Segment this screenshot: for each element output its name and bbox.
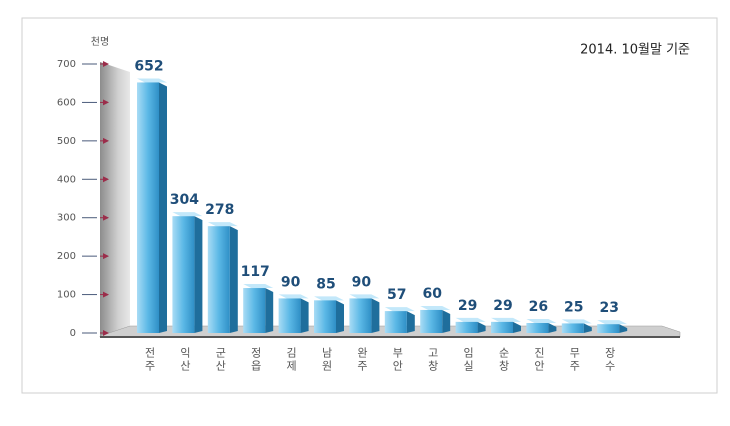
x-tick-label: 완주 — [355, 347, 368, 373]
bar-top — [420, 305, 451, 310]
y-tick-label: 400 — [57, 174, 76, 185]
value-label: 117 — [241, 264, 270, 280]
bar — [349, 298, 372, 333]
bar-top — [207, 222, 238, 227]
bar-top — [491, 317, 521, 322]
x-tick-label: 장수 — [603, 347, 616, 373]
value-label: 90 — [352, 274, 372, 290]
value-label: 25 — [564, 299, 583, 315]
bar — [314, 300, 336, 333]
bar — [384, 311, 407, 333]
y-tick-label: 700 — [57, 59, 76, 70]
bar-top — [137, 78, 167, 83]
bar-side — [159, 82, 167, 334]
value-label: 90 — [281, 274, 301, 290]
bar-side — [619, 324, 628, 333]
value-label: 85 — [316, 276, 335, 292]
bar — [278, 298, 301, 333]
bar-side — [442, 309, 451, 333]
value-label: 278 — [205, 202, 234, 218]
bar-side — [513, 321, 521, 333]
bar — [561, 323, 584, 333]
back-wall — [100, 62, 130, 336]
bar-side — [477, 321, 486, 333]
annotation: 2014. 10월말 기준 — [580, 43, 690, 58]
value-label: 304 — [170, 192, 199, 208]
y-tick-label: 300 — [57, 213, 76, 224]
x-tick-label: 김제 — [285, 347, 298, 373]
bar-side — [583, 323, 592, 333]
bar-side — [371, 298, 380, 333]
bar-top — [314, 296, 344, 301]
y-tick-label: 200 — [57, 251, 76, 262]
x-tick-label: 군산 — [214, 347, 227, 373]
bar-side — [336, 300, 344, 333]
bar-side — [406, 311, 415, 333]
x-tick-label: 전주 — [143, 347, 156, 373]
x-tick-label: 남원 — [320, 347, 333, 373]
x-tick-label: 임실 — [462, 347, 475, 373]
bar-top — [278, 294, 309, 299]
bar — [172, 216, 195, 333]
bar-top — [561, 319, 592, 324]
bar-top — [597, 320, 628, 325]
x-tick-label: 정읍 — [249, 347, 262, 373]
y-tick-label: 100 — [57, 290, 76, 301]
value-label: 57 — [387, 287, 406, 303]
value-label: 26 — [529, 299, 548, 315]
value-label: 29 — [493, 298, 512, 314]
bar-top — [243, 284, 274, 289]
bar-side — [265, 288, 274, 333]
x-tick-label: 고창 — [426, 347, 439, 373]
bar — [491, 321, 513, 333]
y-tick-label: 600 — [57, 97, 76, 108]
x-tick-label: 진안 — [532, 347, 545, 373]
bar-top — [384, 307, 415, 312]
bar-top — [526, 319, 557, 324]
value-label: 23 — [599, 300, 618, 316]
y-tick-label: 500 — [57, 136, 76, 147]
bar — [420, 309, 443, 333]
x-tick-label: 순창 — [497, 347, 510, 373]
bar — [597, 324, 620, 333]
bar — [243, 288, 266, 333]
bar-side — [300, 298, 309, 333]
bar-side — [194, 216, 203, 333]
bar — [207, 226, 230, 333]
bar — [137, 82, 159, 334]
bar-top — [172, 212, 203, 217]
bar — [455, 321, 478, 333]
value-label: 29 — [458, 298, 477, 314]
floor-edge — [100, 336, 680, 338]
y-tick-label: 0 — [70, 328, 76, 339]
bar-top — [455, 317, 486, 322]
unit-label: 천명 — [91, 36, 109, 48]
bar-top — [349, 294, 380, 299]
x-tick-label: 무주 — [568, 347, 581, 373]
value-label: 60 — [422, 286, 442, 302]
x-tick-label: 부안 — [391, 347, 404, 373]
value-label: 652 — [134, 58, 163, 74]
bar — [526, 323, 549, 333]
bar-side — [229, 226, 238, 333]
bar-side — [548, 323, 557, 333]
x-tick-label: 익산 — [178, 347, 191, 373]
